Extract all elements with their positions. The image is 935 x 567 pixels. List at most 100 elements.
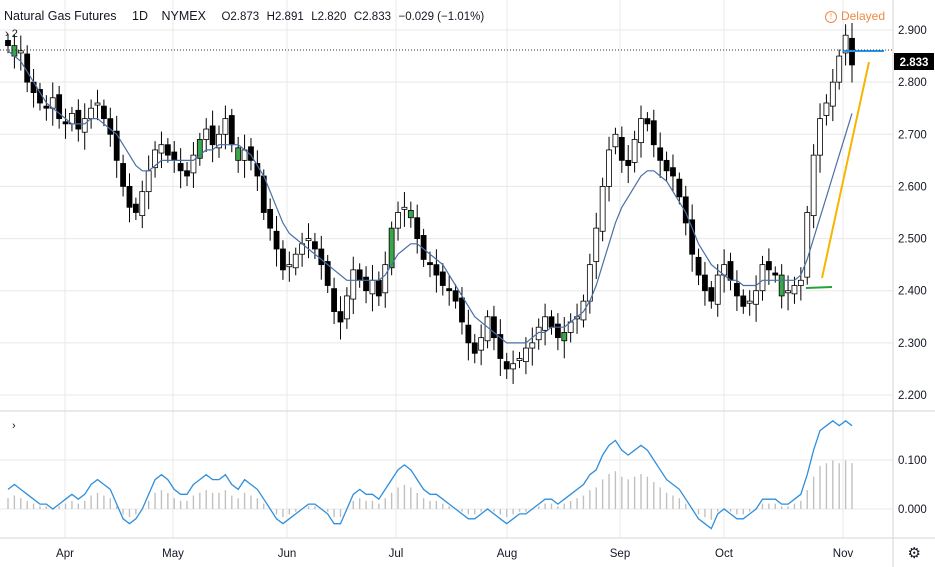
candle-body (618, 137, 625, 161)
candle-body (810, 154, 817, 217)
candle-body (765, 261, 772, 271)
subpane-toggle[interactable]: › (12, 420, 16, 432)
oscillator-histogram (7, 460, 853, 520)
candle-body (94, 102, 101, 106)
oscillator-line (7, 419, 853, 530)
candle-body (101, 105, 107, 120)
candle-body (286, 264, 293, 268)
candle-body (599, 186, 606, 232)
candle-body (196, 139, 203, 159)
candle-body (324, 261, 331, 286)
candle-body (785, 290, 791, 294)
candle-body (62, 121, 69, 125)
symbol-header[interactable]: Natural Gas Futures 1D NYMEX O2.873 H2.8… (4, 9, 488, 23)
candle-body (267, 208, 274, 229)
candle-body (593, 227, 600, 262)
delayed-label: Delayed (840, 9, 885, 23)
indicators-toggle[interactable]: › 2 (5, 28, 18, 40)
candle-body (190, 154, 197, 174)
candle-body (516, 358, 523, 361)
candle-body (273, 230, 280, 250)
candle-body (145, 170, 152, 193)
candle-body (350, 269, 357, 300)
timeframe[interactable]: 1D (132, 9, 149, 23)
candle-body (676, 178, 683, 198)
price-tick-label: 2.500 (898, 234, 927, 246)
candle-body (152, 149, 158, 169)
price-axis[interactable]: 2.900 2.800 2.700 2.600 2.500 2.400 2.300 2.200 (898, 25, 927, 402)
candle-body (5, 40, 11, 47)
candle-body (331, 288, 337, 312)
time-tick-label: Nov (833, 548, 854, 560)
time-tick-label: Jun (278, 548, 297, 560)
candle-body (734, 283, 740, 297)
candle-body (305, 238, 312, 242)
close-value: C2.833 (353, 11, 391, 23)
candle-body (30, 81, 37, 93)
symbol-name[interactable]: Natural Gas Futures (4, 9, 117, 23)
candle-body (471, 342, 478, 354)
candle-body (382, 264, 389, 294)
yellow-trendline[interactable] (821, 61, 870, 279)
candle-body (753, 290, 759, 305)
candle-body (535, 326, 542, 341)
candle-body (542, 316, 548, 331)
candle-body (139, 191, 146, 217)
candle-body (842, 34, 849, 54)
candle-body (708, 287, 715, 302)
green-level-line[interactable] (805, 286, 833, 289)
candle-body (746, 300, 753, 304)
candle-body (465, 324, 472, 344)
candle-body (407, 210, 414, 219)
candle-body (829, 81, 836, 107)
price-tick-label: 2.200 (898, 390, 927, 402)
time-tick-label: Aug (497, 548, 517, 560)
candle-body (817, 118, 823, 156)
candle-body (695, 256, 702, 276)
candle-body (823, 102, 830, 116)
candle-body (682, 196, 689, 224)
candle-body (132, 203, 139, 213)
candle-body (663, 159, 670, 172)
candle-body (433, 264, 440, 276)
last-price-label-box (894, 53, 934, 70)
candle-body (222, 118, 229, 135)
candle-body (177, 163, 184, 172)
open-value: O2.873 (221, 11, 260, 23)
oscillator-tick-label: 0.100 (898, 455, 927, 467)
candle-body (107, 118, 114, 135)
candle-body (459, 297, 465, 323)
candle-body (446, 288, 453, 292)
oscillator-axis[interactable]: 0.100 0.000 (898, 455, 927, 516)
price-tick-label: 2.600 (898, 181, 927, 193)
price-tick-label: 2.300 (898, 338, 927, 350)
time-tick-label: Jul (389, 548, 404, 560)
candle-body (337, 311, 344, 323)
time-tick-label: May (162, 548, 184, 560)
candle-body (714, 274, 721, 305)
price-tick-label: 2.900 (898, 25, 927, 37)
candle-body (43, 105, 50, 109)
price-tick-label: 2.400 (898, 286, 927, 298)
candle-body (17, 50, 24, 54)
candle-body (113, 130, 120, 161)
candle-body (497, 334, 504, 359)
candle-body (292, 253, 299, 269)
candle-body (548, 316, 555, 328)
settings-gear-icon[interactable]: ⚙ (907, 545, 921, 562)
price-candles (5, 23, 855, 384)
delayed-badge[interactable]: ! Delayed (824, 9, 885, 23)
candle-body (427, 262, 433, 266)
candle-body (452, 290, 459, 302)
time-axis[interactable]: Apr May Jun Jul Aug Sep Oct Nov (56, 548, 853, 560)
candle-body (638, 118, 644, 144)
candle-body (612, 133, 619, 148)
candle-body (235, 147, 242, 161)
high-value: H2.891 (266, 11, 304, 23)
candle-body (88, 107, 95, 120)
info-icon: ! (824, 11, 837, 23)
candle-body (228, 115, 235, 146)
candle-body (657, 147, 664, 161)
candle-body (56, 94, 63, 120)
